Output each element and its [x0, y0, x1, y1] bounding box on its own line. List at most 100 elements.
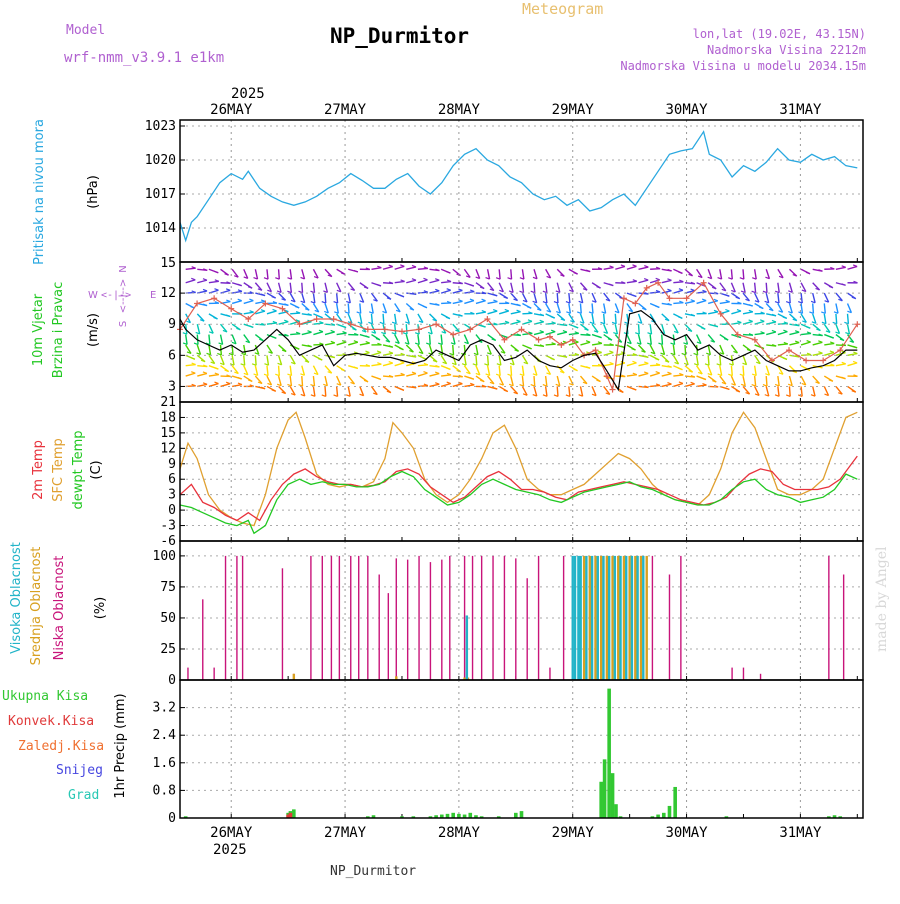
- cloud-high-bar: [625, 556, 627, 680]
- precip-total-bar: [603, 759, 607, 818]
- cloud-low-bar: [339, 556, 340, 680]
- wind-barb: [418, 268, 428, 269]
- cloud-mid-bar: [293, 674, 295, 680]
- wind-barb: [836, 314, 837, 324]
- temp-ytick-label: 15: [160, 426, 176, 441]
- cloud-low-bar: [464, 556, 465, 680]
- temp-ytick-label: 18: [160, 410, 176, 425]
- wind-barb: [488, 355, 489, 365]
- compass-n: N: [118, 265, 129, 272]
- cloud-low-bar: [743, 668, 744, 680]
- model-label: Model: [66, 23, 105, 38]
- wind-barb: [708, 355, 709, 365]
- temp-ytick-label: 3: [168, 488, 176, 503]
- cloud-high-bar: [642, 556, 644, 680]
- wind-barb: [673, 303, 683, 304]
- wind-barb: [662, 335, 663, 345]
- cloud-low-bar: [680, 556, 681, 680]
- cloud-high-bar: [579, 556, 581, 680]
- cloud-low-bar: [760, 674, 761, 680]
- pressure-unit: (hPa): [86, 175, 101, 209]
- wind-ytick-label: 15: [160, 256, 176, 271]
- wind-ytick-label: 9: [168, 317, 176, 332]
- cloud-ytick-label: 75: [160, 580, 176, 595]
- cloud-ylabel-low: Niska Oblacnost: [52, 556, 67, 661]
- wind-barb: [348, 303, 349, 313]
- footer-station: NP_Durmitor: [330, 864, 416, 879]
- precip-total-bar: [614, 804, 618, 818]
- wind-barb: [534, 376, 535, 386]
- cloud-low-bar: [358, 556, 359, 680]
- cloud-high-bar: [577, 556, 579, 680]
- cloud-low-bar: [187, 668, 188, 680]
- wind-barb: [290, 313, 300, 314]
- wind-barb: [639, 324, 640, 334]
- cloud-mid-bar: [640, 556, 642, 680]
- altitude-text: Nadmorska Visina 2212m: [707, 43, 866, 57]
- bottom-day-label: 30MAY: [665, 825, 708, 841]
- cloud-low-bar: [731, 668, 732, 680]
- wind-barb: [325, 293, 326, 303]
- wind-ytick-label: 3: [168, 379, 176, 394]
- wind-barb: [813, 303, 814, 313]
- wind-barb: [743, 269, 744, 279]
- top-day-label: 31MAY: [779, 102, 822, 118]
- wind-barb: [453, 345, 454, 355]
- wind-barb: [360, 303, 361, 313]
- temp-ytick-label: -6: [160, 534, 176, 549]
- wind-barb: [801, 355, 811, 356]
- wind-barb: [406, 324, 407, 334]
- precip-ytick-label: 3.2: [153, 701, 176, 716]
- cloud-low-bar: [430, 562, 431, 680]
- wind-barb: [522, 313, 532, 314]
- cloud-unit: (%): [93, 597, 108, 620]
- precip-total-bar: [514, 813, 518, 818]
- cloud-high-bar: [619, 556, 621, 680]
- cloud-high-bar: [631, 556, 633, 680]
- coords-text: lon,lat (19.02E, 43.15N): [693, 27, 866, 41]
- precip-ytick-label: 1.6: [153, 756, 176, 771]
- cloud-mid-bar: [589, 556, 591, 680]
- cloud-low-bar: [282, 568, 283, 680]
- precip-total-bar: [662, 813, 666, 818]
- watermark-text: made by Angel: [874, 546, 890, 652]
- cloud-low-bar: [843, 575, 844, 680]
- cloud-high-bar: [597, 556, 599, 680]
- wind-barb: [279, 366, 280, 376]
- cloud-high-bar: [585, 556, 587, 680]
- precip-total-bar: [451, 813, 455, 818]
- wind-barb: [720, 355, 721, 365]
- cloud-mid-bar: [623, 556, 625, 680]
- cloud-mid-bar: [583, 556, 585, 680]
- wind-barb: [325, 386, 326, 396]
- cloud-high-bar: [591, 556, 593, 680]
- wind-barb: [511, 269, 512, 279]
- wind-barb: [731, 366, 732, 376]
- precip-convective-bar: [289, 813, 293, 818]
- wind-barb: [418, 365, 428, 366]
- wind-barb: [209, 335, 210, 345]
- bottom-day-label: 31MAY: [779, 825, 822, 841]
- temp-ytick-label: 0: [168, 503, 176, 518]
- wind-barb: [650, 269, 660, 270]
- precip-legend-item: Konvek.Kisa: [8, 714, 94, 729]
- cloud-high-bar: [572, 556, 574, 680]
- pressure-ytick-label: 1023: [145, 119, 176, 134]
- cloud-low-bar: [481, 556, 482, 680]
- compass-w: W: [88, 290, 98, 301]
- compass-s: S: [118, 321, 129, 327]
- temp-ylabel-dewpt: dewpt Temp: [71, 430, 86, 509]
- wind-barb: [244, 355, 245, 365]
- precip-total-bar: [520, 811, 524, 818]
- temp-ytick-label: 9: [168, 457, 176, 472]
- wind-ylabel-2: Brzina i Pravac: [51, 282, 66, 379]
- wind-barb: [731, 269, 732, 279]
- precip-legend-item: Snijeg: [56, 763, 103, 778]
- top-day-label: 28MAY: [438, 102, 481, 118]
- wind-barb: [534, 283, 535, 293]
- top-day-label: 27MAY: [324, 102, 367, 118]
- wind-barb: [546, 344, 556, 345]
- wind-barb: [580, 303, 581, 313]
- precip-legend-item: Zaledj.Kisa: [18, 739, 104, 754]
